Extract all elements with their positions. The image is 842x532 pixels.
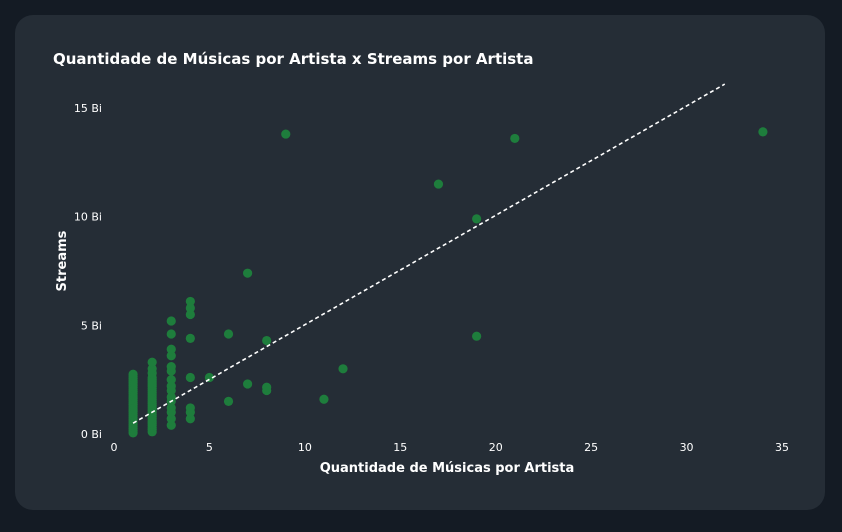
trendline [132, 83, 726, 424]
x-tick-label: 5 [206, 441, 213, 454]
x-tick-label: 20 [489, 441, 503, 454]
data-point [281, 129, 291, 139]
data-point [185, 372, 195, 383]
y-tick-label: 15 Bi [74, 102, 102, 115]
data-point [262, 335, 272, 346]
data-point [338, 364, 348, 374]
y-axis-ticks: 0 Bi 5 Bi 10 Bi 15 Bi [74, 102, 102, 441]
x-tick-label: 0 [111, 441, 118, 454]
data-point [166, 329, 176, 339]
data-point [319, 394, 329, 404]
data-point [185, 414, 195, 424]
data-point [185, 303, 195, 313]
data-point [147, 357, 157, 367]
data-point [166, 362, 176, 372]
data-point [166, 392, 176, 402]
chart-title: Quantidade de Músicas por Artista x Stre… [53, 50, 534, 68]
data-point [147, 364, 157, 374]
y-tick-label: 5 Bi [81, 319, 102, 332]
data-point [166, 403, 176, 413]
data-point [185, 333, 195, 343]
data-point [433, 179, 444, 189]
data-point [185, 403, 195, 413]
data-points [128, 127, 768, 438]
data-point [128, 369, 138, 379]
data-point [243, 268, 253, 278]
data-point [510, 133, 520, 144]
data-point [472, 331, 482, 341]
data-point [262, 382, 272, 392]
data-point [185, 296, 195, 307]
data-point [758, 127, 768, 137]
x-tick-label: 25 [584, 441, 598, 454]
data-point [472, 214, 482, 224]
y-axis-title: Streams [55, 230, 70, 291]
x-axis-title: Quantidade de Músicas por Artista [320, 461, 575, 476]
data-point [166, 375, 176, 385]
data-point [223, 329, 234, 339]
data-point [166, 344, 176, 354]
x-tick-label: 35 [775, 441, 789, 454]
data-point [185, 309, 195, 320]
data-point [166, 414, 176, 424]
x-tick-label: 10 [298, 441, 312, 454]
trendline-layer [132, 83, 726, 424]
x-axis-ticks: 0 5 10 15 20 25 30 35 [111, 441, 790, 454]
x-tick-label: 30 [680, 441, 694, 454]
data-point [166, 316, 176, 326]
data-point [166, 381, 176, 391]
y-tick-label: 10 Bi [74, 211, 102, 224]
data-point [166, 351, 176, 361]
x-tick-label: 15 [393, 441, 407, 454]
data-point [166, 420, 176, 430]
data-point [223, 396, 234, 406]
y-tick-label: 0 Bi [81, 428, 102, 441]
data-point [243, 379, 253, 389]
